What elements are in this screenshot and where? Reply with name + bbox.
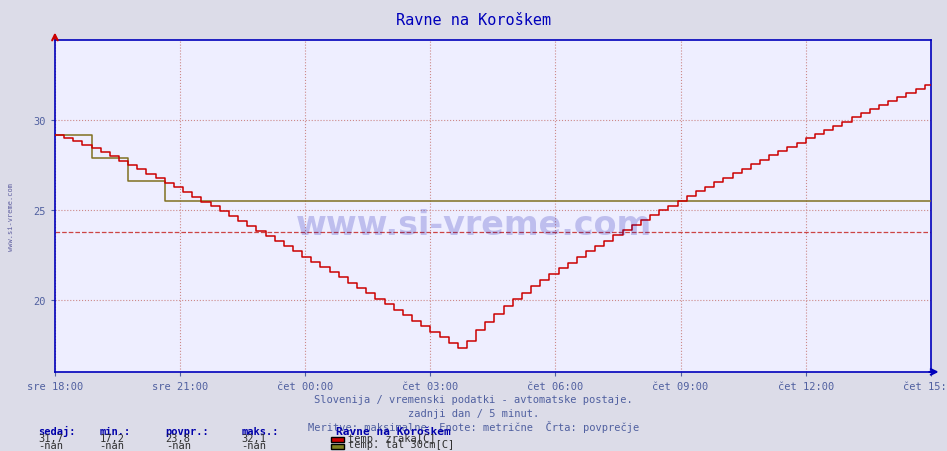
Text: Meritve: maksimalne  Enote: metrične  Črta: povprečje: Meritve: maksimalne Enote: metrične Črta…: [308, 420, 639, 432]
Text: maks.:: maks.:: [241, 426, 279, 436]
Text: povpr.:: povpr.:: [166, 426, 209, 436]
Text: Ravne na Koroškem: Ravne na Koroškem: [396, 13, 551, 28]
Text: zadnji dan / 5 minut.: zadnji dan / 5 minut.: [408, 408, 539, 418]
Text: 32,1: 32,1: [241, 433, 266, 443]
Text: sedaj:: sedaj:: [38, 425, 76, 436]
Text: -nan: -nan: [241, 440, 266, 450]
Text: 23,8: 23,8: [166, 433, 190, 443]
Text: www.si-vreme.com: www.si-vreme.com: [8, 183, 13, 250]
Text: -nan: -nan: [38, 440, 63, 450]
Text: 31,7: 31,7: [38, 433, 63, 443]
Text: 17,2: 17,2: [99, 433, 124, 443]
Text: Slovenija / vremenski podatki - avtomatske postaje.: Slovenija / vremenski podatki - avtomats…: [314, 394, 633, 404]
Text: www.si-vreme.com: www.si-vreme.com: [295, 209, 652, 242]
Text: temp. zraka[C]: temp. zraka[C]: [348, 433, 435, 442]
Text: temp. tal 30cm[C]: temp. tal 30cm[C]: [348, 439, 454, 449]
Text: -nan: -nan: [166, 440, 190, 450]
Text: -nan: -nan: [99, 440, 124, 450]
Text: Ravne na Koroškem: Ravne na Koroškem: [336, 426, 451, 436]
Text: min.:: min.:: [99, 426, 131, 436]
